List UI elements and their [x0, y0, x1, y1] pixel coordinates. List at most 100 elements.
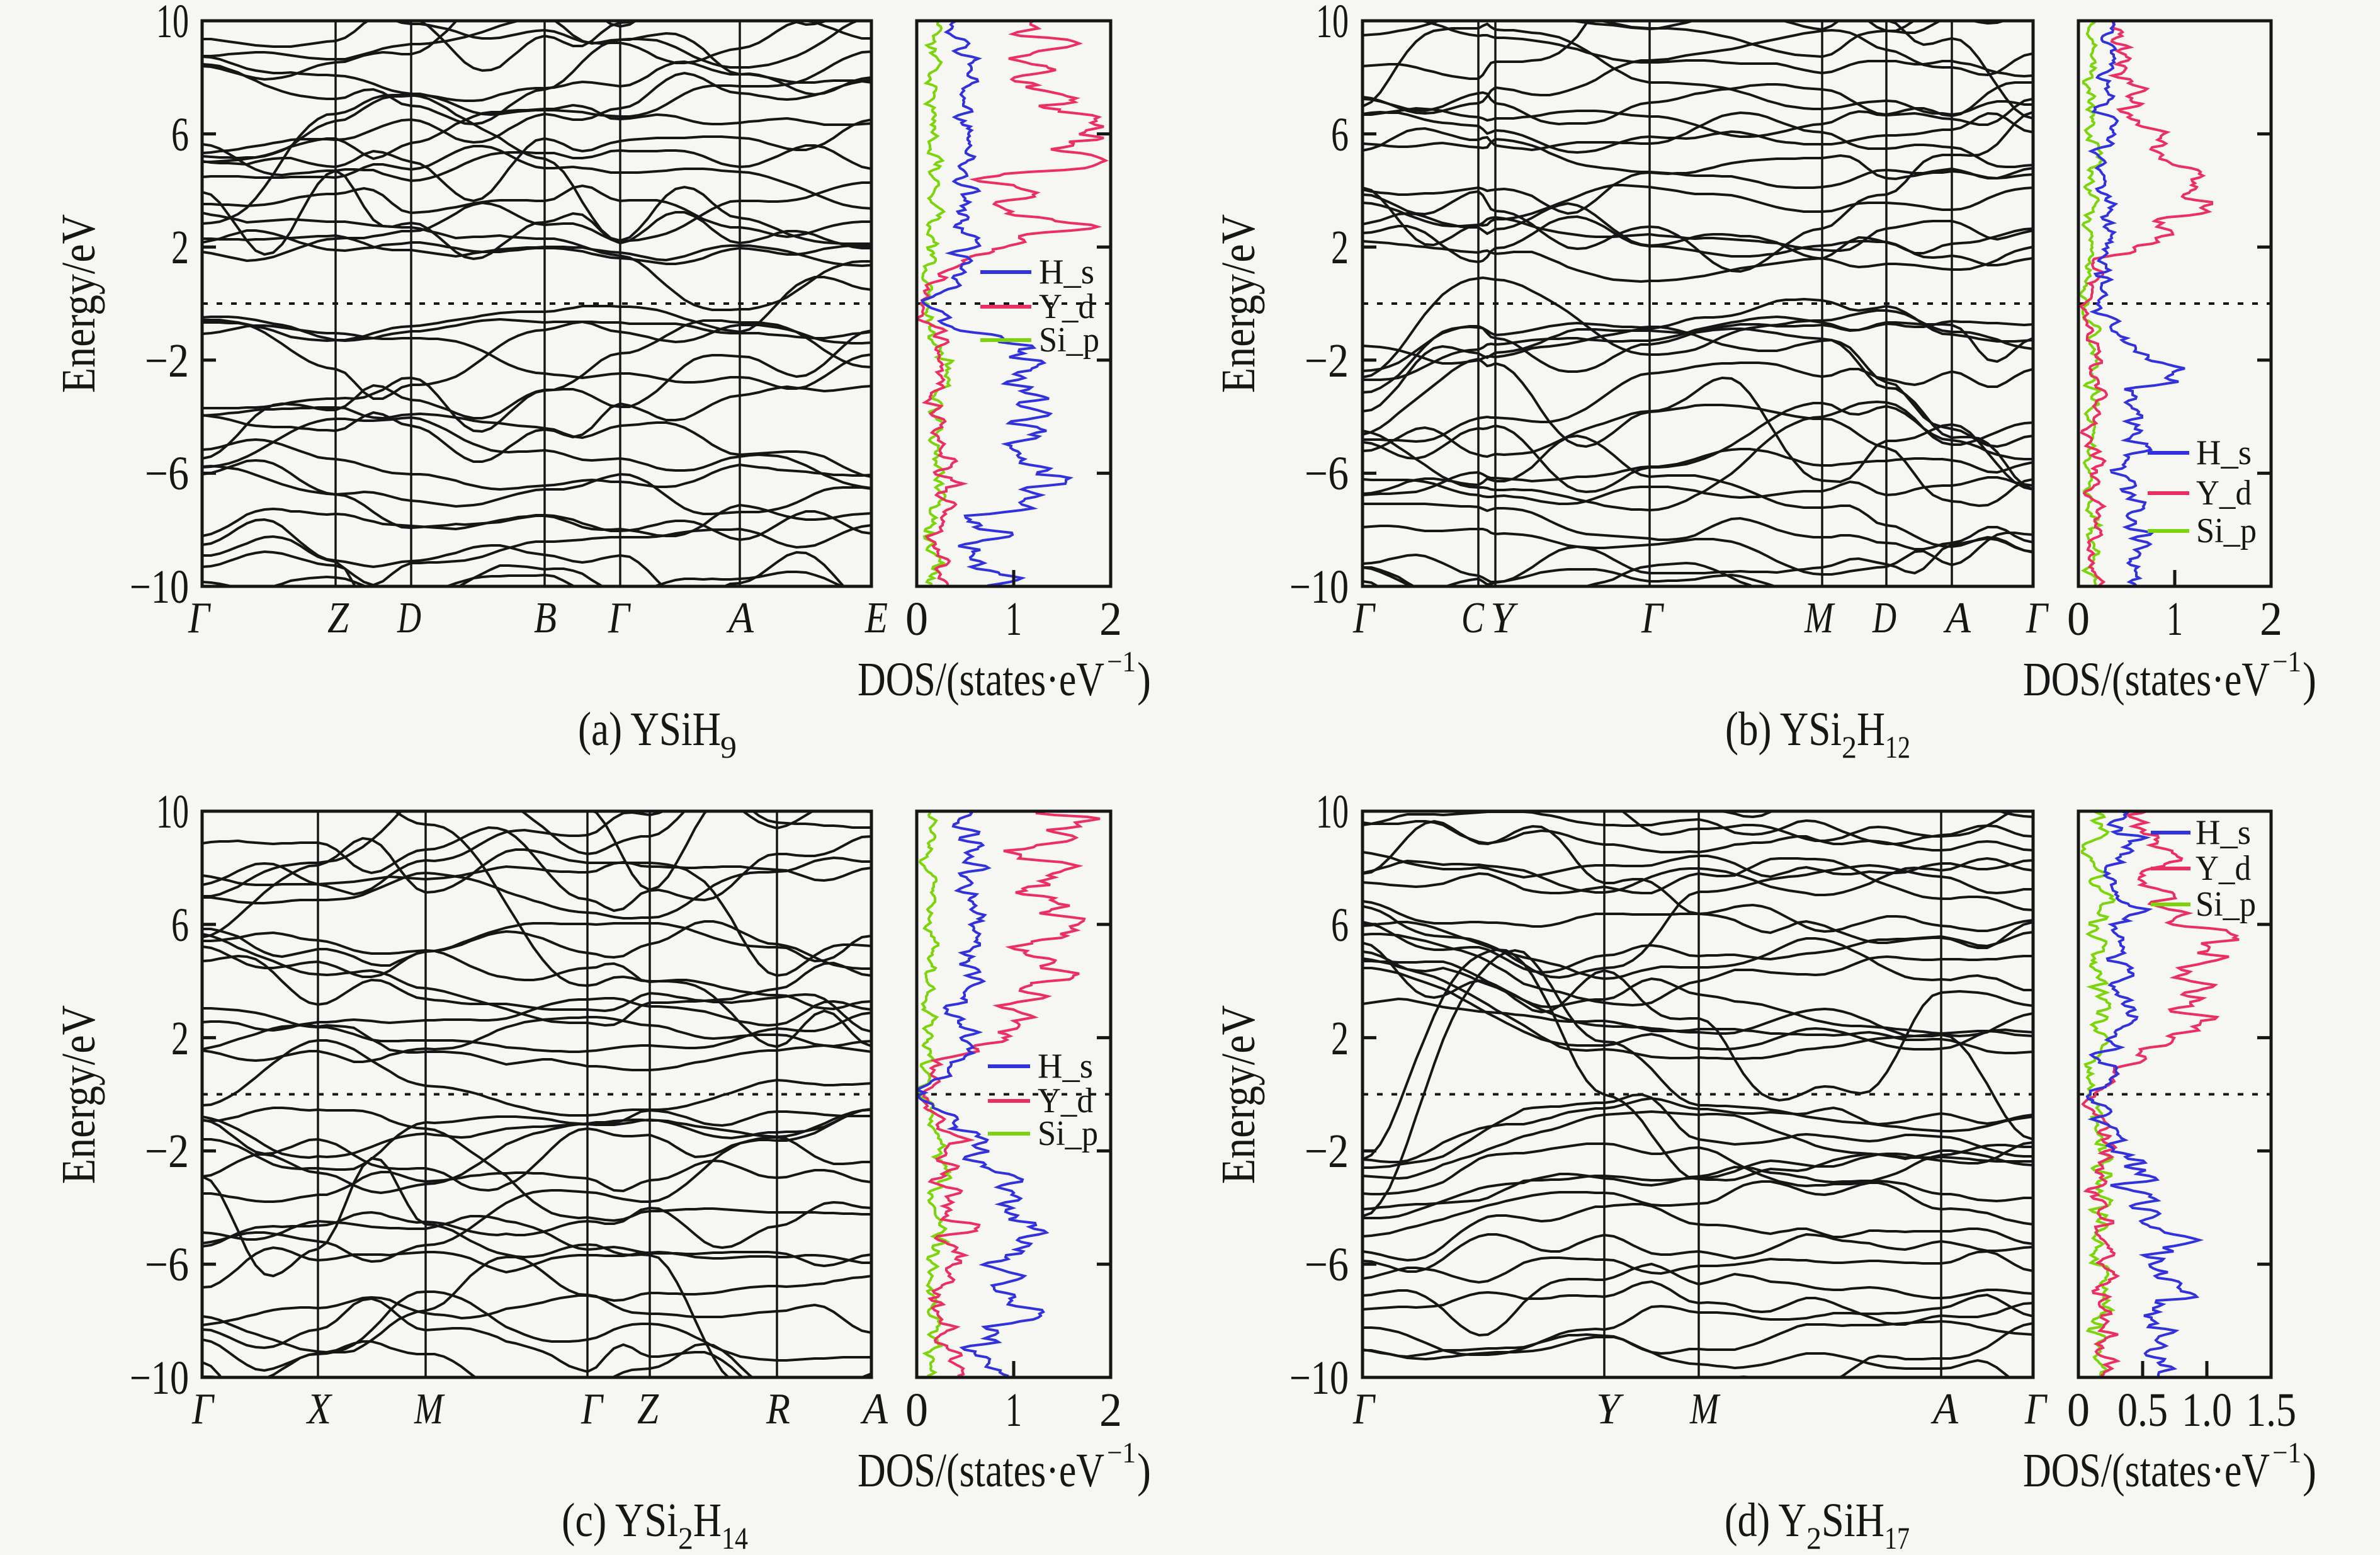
svg-text:Γ: Γ: [1641, 594, 1665, 642]
svg-text:R: R: [766, 1385, 790, 1433]
svg-text:Γ: Γ: [581, 1385, 604, 1433]
svg-text:H: H: [1857, 703, 1885, 756]
svg-text:0: 0: [2067, 1384, 2090, 1437]
svg-text:Γ: Γ: [1352, 1385, 1376, 1433]
svg-text:Γ: Γ: [2024, 1385, 2048, 1433]
svg-text:Y_d: Y_d: [1039, 287, 1094, 326]
svg-text:Γ: Γ: [1352, 594, 1376, 642]
svg-text:−10: −10: [130, 1352, 189, 1404]
svg-text:Energy/eV: Energy/eV: [1212, 1005, 1265, 1184]
svg-text:Y_d: Y_d: [2196, 849, 2251, 888]
svg-text:2: 2: [1099, 1384, 1122, 1437]
svg-text:D: D: [397, 594, 421, 642]
svg-text:2: 2: [171, 221, 189, 274]
svg-text:Energy/eV: Energy/eV: [52, 1005, 105, 1184]
svg-text:−10: −10: [1289, 1352, 1349, 1404]
svg-text:H_s: H_s: [1039, 253, 1094, 292]
svg-text:(c) YSi: (c) YSi: [562, 1494, 678, 1547]
svg-text:2: 2: [1806, 1520, 1822, 1555]
svg-text:Si_p: Si_p: [2196, 885, 2256, 924]
svg-text:0.5: 0.5: [2117, 1384, 2168, 1437]
svg-text:2: 2: [1099, 593, 1122, 646]
svg-text:2: 2: [1331, 221, 1349, 274]
svg-text:2: 2: [678, 1520, 693, 1555]
svg-text:Si_p: Si_p: [1038, 1114, 1098, 1153]
svg-text:Si_p: Si_p: [1039, 321, 1099, 360]
svg-text:−2: −2: [1305, 334, 1349, 387]
svg-text:10: 10: [1316, 0, 1349, 48]
svg-text:(b) YSi: (b) YSi: [1725, 703, 1842, 756]
svg-text:1.0: 1.0: [2182, 1384, 2232, 1437]
svg-text:(d) Y: (d) Y: [1725, 1494, 1806, 1547]
svg-text:A: A: [1930, 1385, 1958, 1433]
svg-text:Energy/eV: Energy/eV: [1212, 214, 1265, 393]
svg-text:1.5: 1.5: [2246, 1384, 2296, 1437]
svg-text:−6: −6: [1305, 1238, 1349, 1291]
svg-text:12: 12: [1885, 729, 1910, 765]
svg-text:Γ: Γ: [2026, 594, 2049, 642]
svg-text:14: 14: [722, 1520, 748, 1555]
svg-text:1: 1: [2167, 593, 2183, 646]
svg-text:): ): [1137, 653, 1151, 706]
svg-text:17: 17: [1884, 1520, 1910, 1555]
svg-text:Z: Z: [637, 1385, 659, 1433]
svg-text:B: B: [534, 594, 557, 642]
svg-text:0: 0: [905, 593, 928, 646]
svg-text:A: A: [726, 594, 754, 642]
svg-text:−1: −1: [1107, 646, 1136, 678]
svg-text:−6: −6: [1305, 447, 1349, 500]
svg-text:−1: −1: [1107, 1437, 1136, 1469]
svg-text:−6: −6: [145, 447, 189, 500]
svg-text:E: E: [864, 594, 888, 642]
svg-text:): ): [1137, 1444, 1151, 1497]
svg-text:−1: −1: [2272, 1437, 2301, 1469]
svg-text:−6: −6: [145, 1238, 189, 1291]
svg-text:(a) YSiH: (a) YSiH: [578, 703, 721, 756]
svg-text:2: 2: [1842, 729, 1857, 765]
svg-text:6: 6: [171, 108, 189, 161]
svg-text:6: 6: [1331, 899, 1349, 952]
svg-text:10: 10: [1316, 785, 1349, 838]
svg-text:Y: Y: [1490, 594, 1519, 642]
svg-text:Si_p: Si_p: [2196, 511, 2257, 550]
svg-text:−2: −2: [145, 334, 189, 387]
svg-text:6: 6: [1331, 108, 1349, 161]
svg-text:Energy/eV: Energy/eV: [52, 214, 105, 393]
svg-text:DOS/(states·eV: DOS/(states·eV: [2023, 653, 2270, 706]
svg-text:DOS/(states·eV: DOS/(states·eV: [858, 653, 1104, 706]
svg-text:D: D: [1872, 594, 1896, 642]
svg-text:Y_d: Y_d: [1038, 1081, 1093, 1120]
svg-text:Y_d: Y_d: [2196, 474, 2252, 513]
svg-text:2: 2: [171, 1012, 189, 1065]
svg-text:Z: Z: [327, 594, 349, 642]
svg-text:2: 2: [2260, 593, 2282, 646]
svg-text:−2: −2: [1305, 1125, 1349, 1178]
svg-text:M: M: [1689, 1385, 1721, 1433]
svg-text:DOS/(states·eV: DOS/(states·eV: [2023, 1444, 2270, 1497]
svg-text:M: M: [1804, 594, 1835, 642]
svg-text:H_s: H_s: [2196, 813, 2251, 852]
svg-text:−10: −10: [130, 561, 189, 613]
svg-text:DOS/(states·eV: DOS/(states·eV: [858, 1444, 1104, 1497]
svg-text:Γ: Γ: [188, 594, 212, 642]
svg-text:H: H: [693, 1494, 722, 1547]
svg-text:1: 1: [1006, 593, 1022, 646]
svg-text:Γ: Γ: [608, 594, 632, 642]
svg-text:9: 9: [720, 729, 737, 765]
svg-text:10: 10: [156, 785, 189, 838]
svg-text:C: C: [1461, 594, 1485, 642]
svg-text:10: 10: [156, 0, 189, 48]
svg-text:Y: Y: [1596, 1385, 1624, 1433]
svg-text:X: X: [305, 1385, 333, 1433]
svg-text:−2: −2: [145, 1125, 189, 1178]
svg-text:1: 1: [1006, 1384, 1022, 1437]
svg-text:H_s: H_s: [1038, 1047, 1093, 1086]
svg-text:): ): [2303, 653, 2316, 706]
svg-text:−1: −1: [2272, 646, 2301, 678]
svg-text:): ): [2303, 1444, 2316, 1497]
svg-text:SiH: SiH: [1822, 1494, 1884, 1547]
svg-text:Γ: Γ: [191, 1385, 215, 1433]
svg-text:−10: −10: [1289, 561, 1349, 613]
svg-text:H_s: H_s: [2196, 433, 2252, 472]
svg-text:A: A: [1943, 594, 1971, 642]
